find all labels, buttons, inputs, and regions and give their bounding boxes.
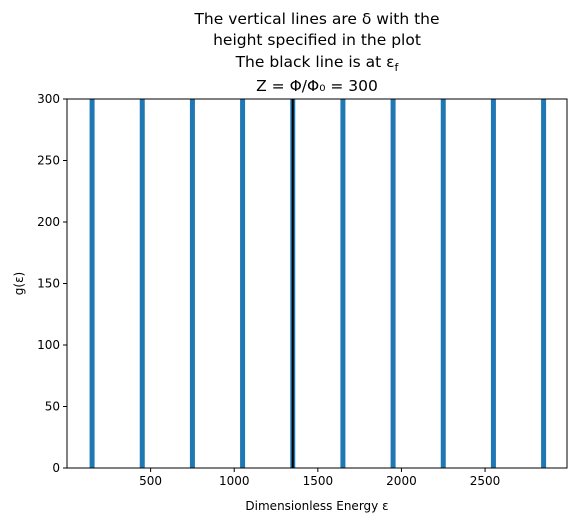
title-line-1: The vertical lines are δ with the [193, 10, 439, 28]
x-tick-label: 2500 [470, 474, 501, 488]
y-axis: 0 50 100 150 200 250 300 [37, 92, 67, 475]
y-axis-label: g(ε) [12, 272, 26, 295]
y-tick-label: 300 [37, 92, 60, 106]
x-tick-label: 1500 [303, 474, 334, 488]
x-tick-label: 1000 [219, 474, 250, 488]
y-tick-label: 250 [37, 154, 60, 168]
y-tick-label: 100 [37, 338, 60, 352]
y-tick-label: 50 [45, 400, 60, 414]
title-line-3-subscript: f [395, 61, 400, 74]
x-axis: 500 1000 1500 2000 2500 [139, 468, 500, 488]
title-line-3: The black line is at εf [235, 53, 400, 74]
y-tick-label: 0 [52, 461, 60, 475]
plot-marks [89, 99, 547, 468]
x-tick-label: 500 [139, 474, 162, 488]
title-line-4: Z = Φ/Φ₀ = 300 [256, 77, 378, 95]
y-tick-label: 200 [37, 215, 60, 229]
title-line-3-main: The black line is at ε [235, 53, 395, 71]
y-tick-label: 150 [37, 277, 60, 291]
x-axis-label: Dimensionless Energy ε [245, 499, 388, 513]
title-line-2: height specified in the plot [213, 31, 421, 49]
x-tick-label: 2000 [386, 474, 417, 488]
chart-title: The vertical lines are δ with the height… [193, 10, 439, 95]
